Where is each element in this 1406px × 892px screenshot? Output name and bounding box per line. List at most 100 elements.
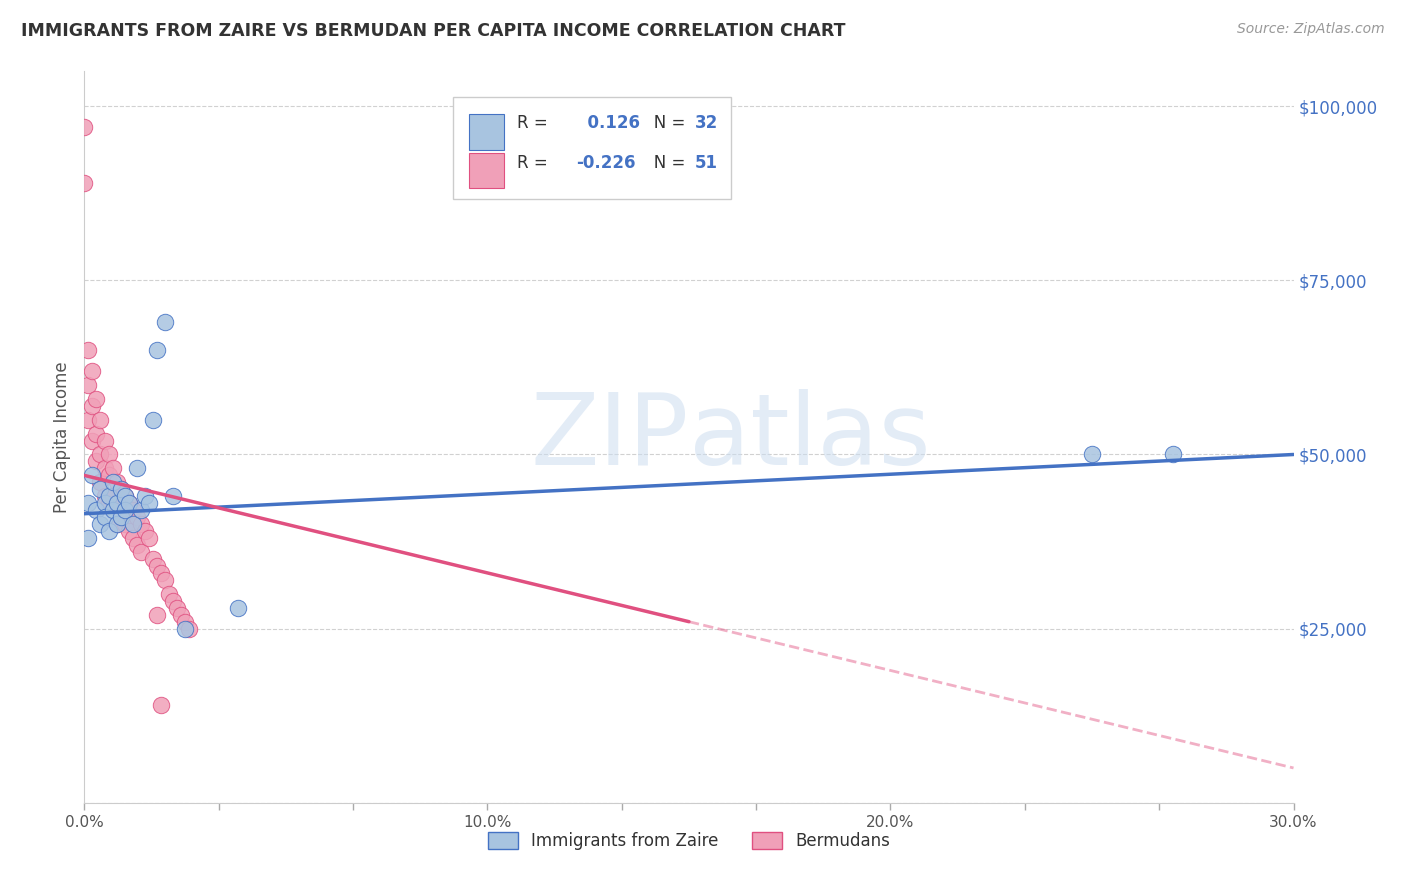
Point xyxy=(162,489,184,503)
Point xyxy=(86,426,108,441)
Point xyxy=(77,531,100,545)
Point xyxy=(73,176,96,190)
Text: -0.226: -0.226 xyxy=(576,153,636,172)
Point xyxy=(105,496,128,510)
Point xyxy=(146,343,169,357)
Point xyxy=(157,587,180,601)
Point xyxy=(97,448,120,462)
Text: N =: N = xyxy=(638,113,690,131)
Point xyxy=(129,517,152,532)
Point xyxy=(149,698,172,713)
Point xyxy=(149,566,172,580)
Point xyxy=(101,461,124,475)
Point xyxy=(162,594,184,608)
Point xyxy=(146,607,169,622)
FancyBboxPatch shape xyxy=(468,153,503,188)
Point xyxy=(114,489,136,503)
Point xyxy=(134,524,156,538)
Point xyxy=(89,483,111,497)
Point xyxy=(166,600,188,615)
Point xyxy=(142,552,165,566)
Point xyxy=(110,510,132,524)
Point xyxy=(82,434,104,448)
Point xyxy=(121,503,143,517)
Point xyxy=(125,510,148,524)
Point xyxy=(86,503,108,517)
Point xyxy=(93,434,115,448)
Point xyxy=(226,600,249,615)
Point xyxy=(153,573,176,587)
Point xyxy=(118,496,141,510)
Text: 51: 51 xyxy=(695,153,718,172)
Point xyxy=(121,517,143,532)
Point xyxy=(129,545,152,559)
Point xyxy=(73,120,96,134)
Point xyxy=(89,448,111,462)
Point xyxy=(174,615,197,629)
Point xyxy=(97,524,120,538)
Point xyxy=(82,399,104,413)
Point xyxy=(77,496,100,510)
Text: atlas: atlas xyxy=(689,389,931,485)
Point xyxy=(125,538,148,552)
Point xyxy=(179,622,201,636)
Point xyxy=(77,377,100,392)
Point xyxy=(93,461,115,475)
Point xyxy=(105,517,128,532)
Text: ZIP: ZIP xyxy=(530,389,689,485)
Point xyxy=(153,315,176,329)
Point xyxy=(118,496,141,510)
Point xyxy=(89,475,111,490)
Point xyxy=(114,503,136,517)
Text: R =: R = xyxy=(517,153,553,172)
Point xyxy=(134,489,156,503)
Point xyxy=(170,607,193,622)
Point xyxy=(97,496,120,510)
Point xyxy=(93,510,115,524)
Legend: Immigrants from Zaire, Bermudans: Immigrants from Zaire, Bermudans xyxy=(481,825,897,856)
Point xyxy=(125,461,148,475)
Point xyxy=(1161,448,1184,462)
Point xyxy=(82,364,104,378)
Point xyxy=(101,475,124,490)
Text: R =: R = xyxy=(517,113,553,131)
Point xyxy=(101,503,124,517)
Point xyxy=(110,483,132,497)
Point xyxy=(121,531,143,545)
Text: IMMIGRANTS FROM ZAIRE VS BERMUDAN PER CAPITA INCOME CORRELATION CHART: IMMIGRANTS FROM ZAIRE VS BERMUDAN PER CA… xyxy=(21,22,845,40)
Point xyxy=(101,489,124,503)
Point xyxy=(114,489,136,503)
Point xyxy=(105,517,128,532)
FancyBboxPatch shape xyxy=(453,97,731,200)
Point xyxy=(146,558,169,573)
Text: 32: 32 xyxy=(695,113,718,131)
Point xyxy=(138,496,160,510)
Point xyxy=(1081,448,1104,462)
FancyBboxPatch shape xyxy=(468,114,503,150)
Text: 0.126: 0.126 xyxy=(576,113,641,131)
Point xyxy=(97,489,120,503)
Point xyxy=(138,531,160,545)
Point xyxy=(86,392,108,406)
Text: Source: ZipAtlas.com: Source: ZipAtlas.com xyxy=(1237,22,1385,37)
Point xyxy=(129,503,152,517)
Point xyxy=(110,510,132,524)
Point xyxy=(105,496,128,510)
Point xyxy=(77,412,100,426)
Point xyxy=(142,412,165,426)
Point xyxy=(114,517,136,532)
Point xyxy=(105,475,128,490)
Point xyxy=(118,524,141,538)
Point xyxy=(82,468,104,483)
Point xyxy=(97,468,120,483)
Text: N =: N = xyxy=(638,153,690,172)
Point xyxy=(89,412,111,426)
Point xyxy=(77,343,100,357)
Point xyxy=(93,496,115,510)
Point xyxy=(110,483,132,497)
Point xyxy=(86,454,108,468)
Y-axis label: Per Capita Income: Per Capita Income xyxy=(53,361,72,513)
Point xyxy=(89,517,111,532)
Point xyxy=(93,489,115,503)
Point xyxy=(174,622,197,636)
